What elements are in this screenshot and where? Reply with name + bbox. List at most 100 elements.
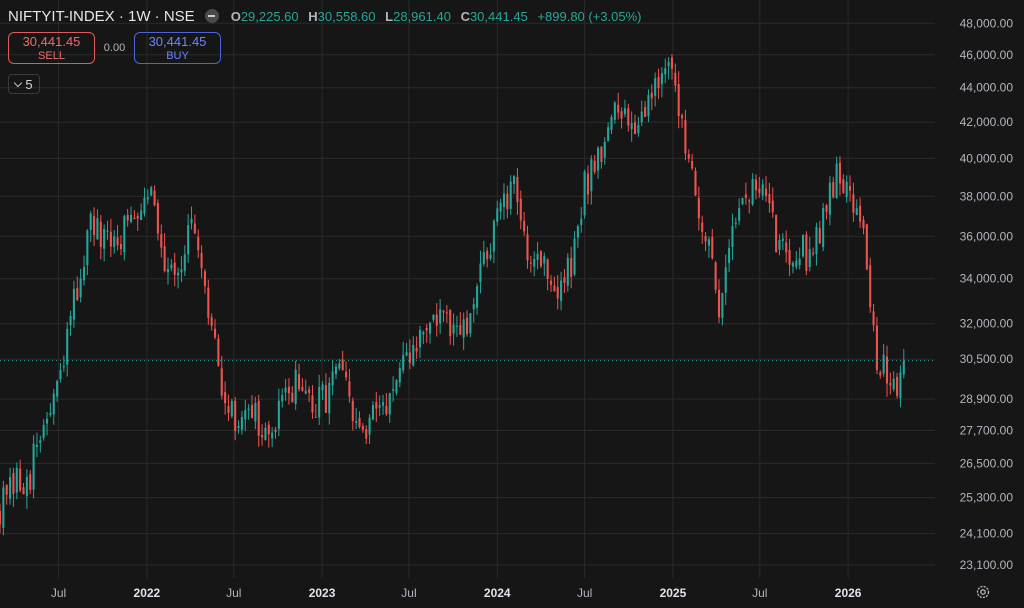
gear-icon[interactable] xyxy=(976,585,990,599)
candle-body xyxy=(539,251,542,267)
candle-body xyxy=(469,313,472,334)
candle-body xyxy=(156,202,159,234)
indicators-toggle[interactable]: 5 xyxy=(8,74,40,94)
y-tick-label: 24,100.00 xyxy=(960,527,1014,541)
candle xyxy=(849,175,852,202)
candle-body xyxy=(187,225,190,255)
candle xyxy=(768,182,771,213)
candle xyxy=(321,381,324,400)
candle xyxy=(852,182,855,222)
candle-body xyxy=(89,213,92,230)
candle xyxy=(731,213,734,261)
candle-body xyxy=(613,102,616,120)
chart-grid xyxy=(0,0,935,578)
candle-body xyxy=(781,238,784,241)
x-tick-label: Jul xyxy=(401,586,416,600)
candle-body xyxy=(812,252,815,254)
candle-body xyxy=(234,400,237,432)
buy-button[interactable]: 30,441.45 BUY xyxy=(134,32,221,64)
candle xyxy=(590,155,593,205)
candle-body xyxy=(0,510,2,525)
minus-circle-icon[interactable] xyxy=(204,9,219,23)
candle xyxy=(190,206,193,230)
candle-body xyxy=(556,286,559,299)
candle-body xyxy=(227,406,230,413)
candle-body xyxy=(459,324,462,335)
candle xyxy=(210,313,213,331)
candle-body xyxy=(647,94,650,117)
candle-body xyxy=(82,267,86,281)
candle xyxy=(418,325,422,358)
candle-body xyxy=(795,260,798,267)
candle-body xyxy=(405,352,408,356)
candle xyxy=(45,411,49,436)
price-axis[interactable]: 48,000.00 46,000.00 44,000.00 42,000.00 40,0… xyxy=(960,16,1014,572)
candle xyxy=(472,297,475,323)
candle xyxy=(351,397,354,431)
candle-body xyxy=(301,386,304,391)
candle xyxy=(274,426,277,439)
candle-body xyxy=(506,193,509,210)
sell-button[interactable]: 30,441.45 SELL xyxy=(8,32,95,64)
sell-label: SELL xyxy=(38,50,65,62)
candle-body xyxy=(449,309,452,336)
candle xyxy=(701,215,704,244)
candle-body xyxy=(257,400,260,436)
candle xyxy=(177,267,180,289)
candle xyxy=(173,253,176,287)
candle-body xyxy=(815,226,818,254)
candle xyxy=(613,101,616,124)
candle xyxy=(395,378,398,396)
candle-body xyxy=(580,218,583,225)
candle-body xyxy=(415,347,418,352)
time-axis[interactable]: Jul 2022 Jul 2023 Jul 2024 Jul 2025 Jul 2026 xyxy=(51,586,862,600)
candle xyxy=(341,350,344,371)
candle xyxy=(449,309,452,345)
candle xyxy=(812,247,815,257)
candle xyxy=(469,313,472,338)
candle xyxy=(0,503,2,534)
candle-body xyxy=(570,257,573,277)
candle xyxy=(277,388,280,437)
candle-body xyxy=(408,352,411,363)
candle xyxy=(160,224,163,258)
candle-body xyxy=(788,249,791,265)
candle xyxy=(597,146,600,179)
candle xyxy=(859,197,862,228)
candle-body xyxy=(435,314,438,326)
candle xyxy=(502,183,506,220)
candle-body xyxy=(549,280,553,285)
candle-body xyxy=(687,154,690,159)
candle xyxy=(76,276,79,302)
candle xyxy=(694,167,697,197)
candle xyxy=(89,210,92,243)
candle xyxy=(361,423,364,433)
candle xyxy=(29,470,32,495)
candle xyxy=(187,214,190,263)
candle xyxy=(791,260,794,274)
candle xyxy=(331,359,334,396)
candle xyxy=(338,358,341,371)
candle-body xyxy=(738,208,741,221)
candle-body xyxy=(183,254,186,271)
symbol-title[interactable]: NIFTYIT-INDEX · 1W · NSE xyxy=(8,7,195,25)
candle xyxy=(442,310,445,322)
candle-body xyxy=(902,360,905,375)
candle-body xyxy=(12,473,15,494)
candle xyxy=(513,174,516,195)
candle-body xyxy=(637,124,640,134)
candle-body xyxy=(86,230,89,266)
high-key: H xyxy=(308,8,318,24)
candle-body xyxy=(395,380,398,393)
candle-body xyxy=(586,173,590,195)
candle-body xyxy=(39,440,42,443)
candle xyxy=(721,292,724,326)
candle xyxy=(496,200,499,227)
candle-body xyxy=(499,202,502,212)
candle-body xyxy=(496,208,499,222)
candle xyxy=(627,103,630,132)
candle-body xyxy=(633,122,637,135)
candle-body xyxy=(32,443,35,490)
candle xyxy=(59,363,62,383)
